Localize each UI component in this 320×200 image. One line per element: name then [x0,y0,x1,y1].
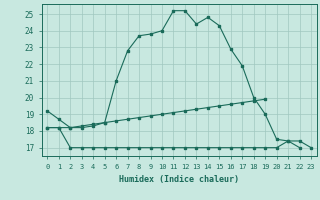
X-axis label: Humidex (Indice chaleur): Humidex (Indice chaleur) [119,175,239,184]
